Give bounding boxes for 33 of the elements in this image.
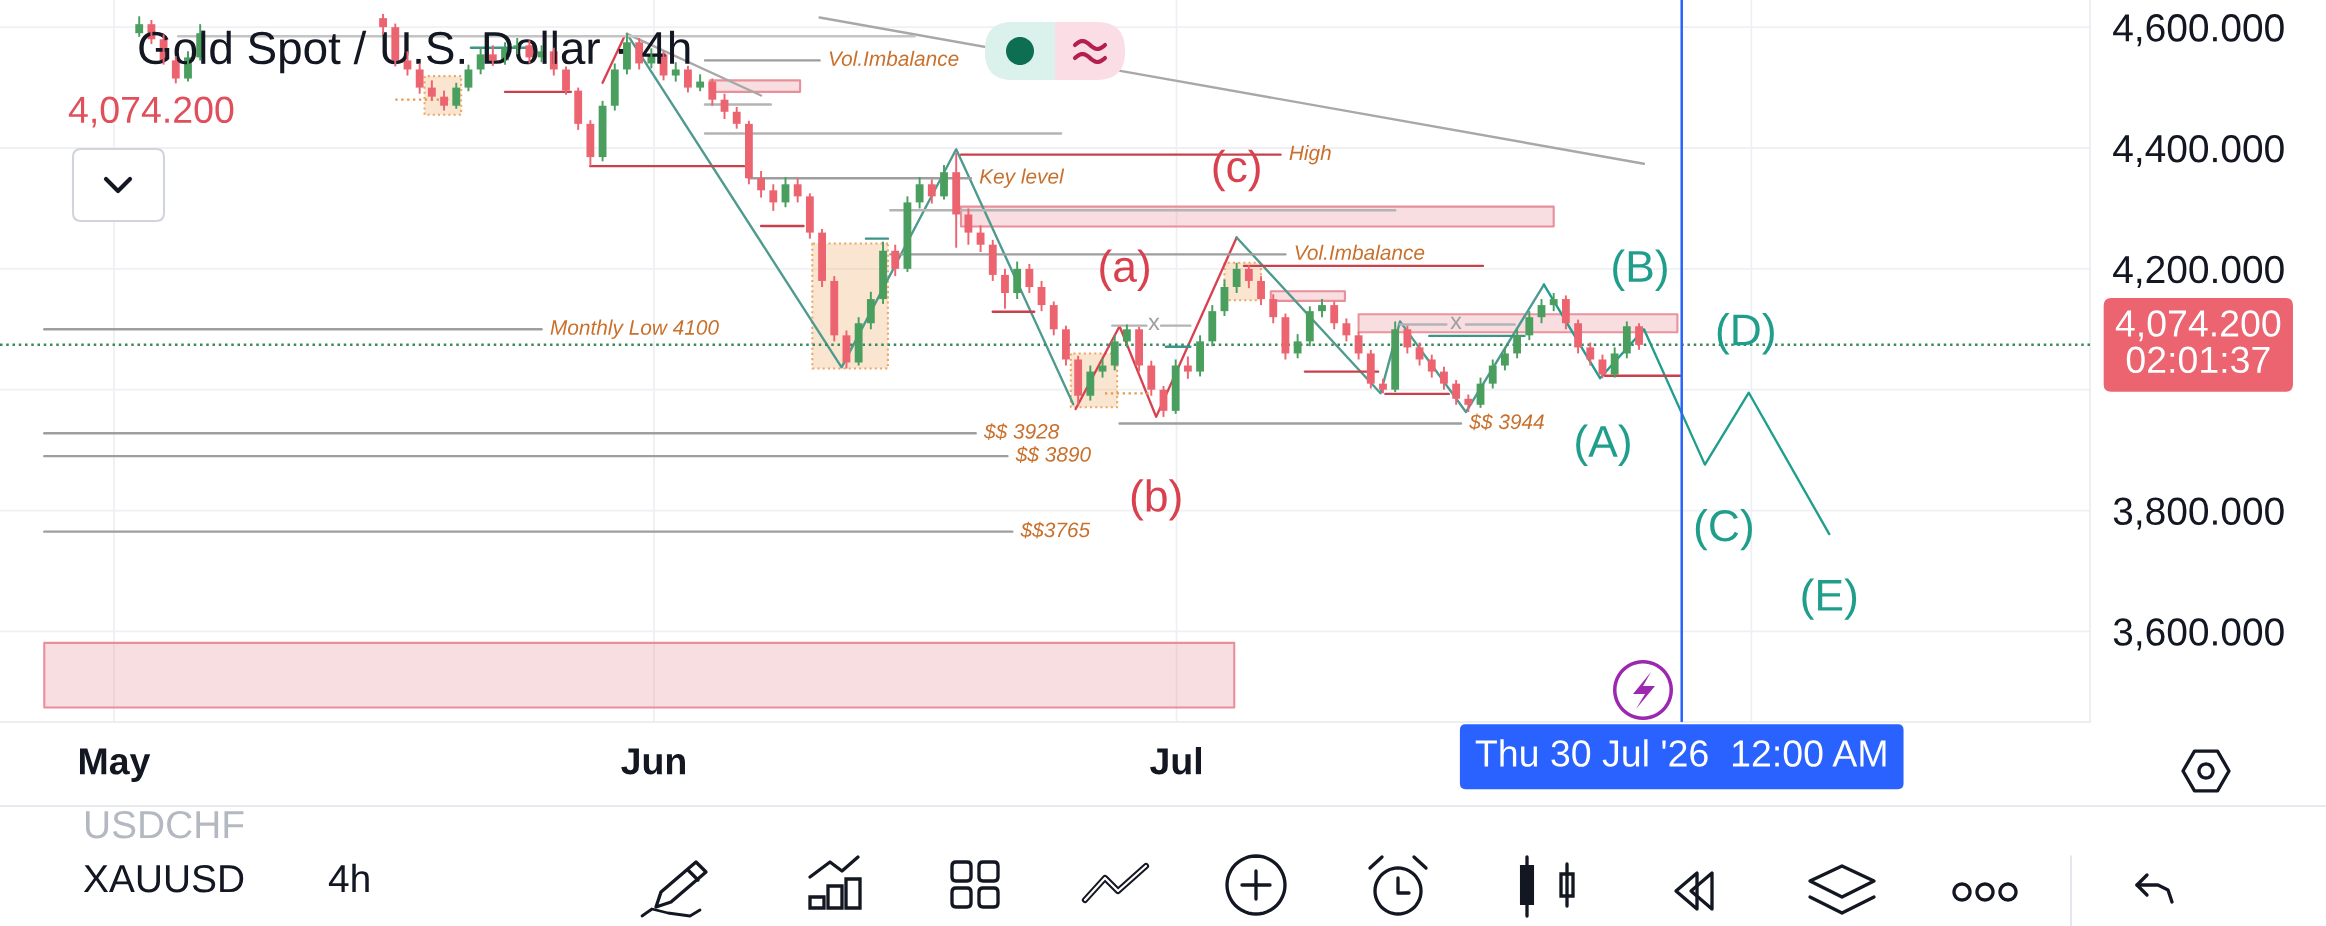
- annotation: x: [1148, 317, 1160, 331]
- annotation: x: [1450, 316, 1462, 330]
- annotation: (B): [1613, 249, 1667, 291]
- series-label: Vol.Imbalance: [1295, 244, 1425, 260]
- annotation: (A): [1576, 424, 1630, 466]
- ref-line-label: Thu 30 Jul '26 12:00 AM: [1475, 739, 1886, 767]
- text: 4h: [328, 863, 369, 893]
- x-tick-label: May: [79, 748, 151, 782]
- annotation: (c): [1213, 149, 1260, 192]
- annotation: (D): [1717, 313, 1774, 355]
- annotation: (C): [1695, 508, 1752, 551]
- series-label: $$3765: [1020, 521, 1091, 539]
- series-label: Monthly Low 4100: [550, 319, 719, 339]
- y-tick-label: 4,200.000: [2113, 255, 2284, 288]
- annotation: 4,074.200: [68, 96, 234, 128]
- y-tick-label: 4,400.000: [2113, 134, 2284, 168]
- ref-line-label: 4,074.200 02:01:37: [2115, 310, 2281, 374]
- annotation: (a): [1100, 249, 1149, 291]
- series-label: $$ 3944: [1469, 413, 1544, 431]
- series-label: Vol.Imbalance: [829, 50, 959, 67]
- series-label: $$ 3928: [983, 423, 1060, 441]
- y-tick-label: 3,600.000: [2113, 618, 2284, 651]
- y-tick-label: 4,600.000: [2113, 14, 2284, 47]
- series-label: $$ 3890: [1015, 446, 1091, 463]
- y-tick-label: 3,800.000: [2113, 497, 2284, 530]
- annotation: (b): [1131, 479, 1181, 521]
- text: XAUUSD: [83, 864, 244, 893]
- x-tick-label: Jun: [621, 748, 685, 775]
- annotation: (E): [1802, 578, 1857, 620]
- text: USDCHF: [86, 810, 244, 839]
- x-tick-label: Jul: [1150, 747, 1201, 775]
- series-label: Key level: [979, 168, 1065, 188]
- series-label: High: [1289, 144, 1331, 165]
